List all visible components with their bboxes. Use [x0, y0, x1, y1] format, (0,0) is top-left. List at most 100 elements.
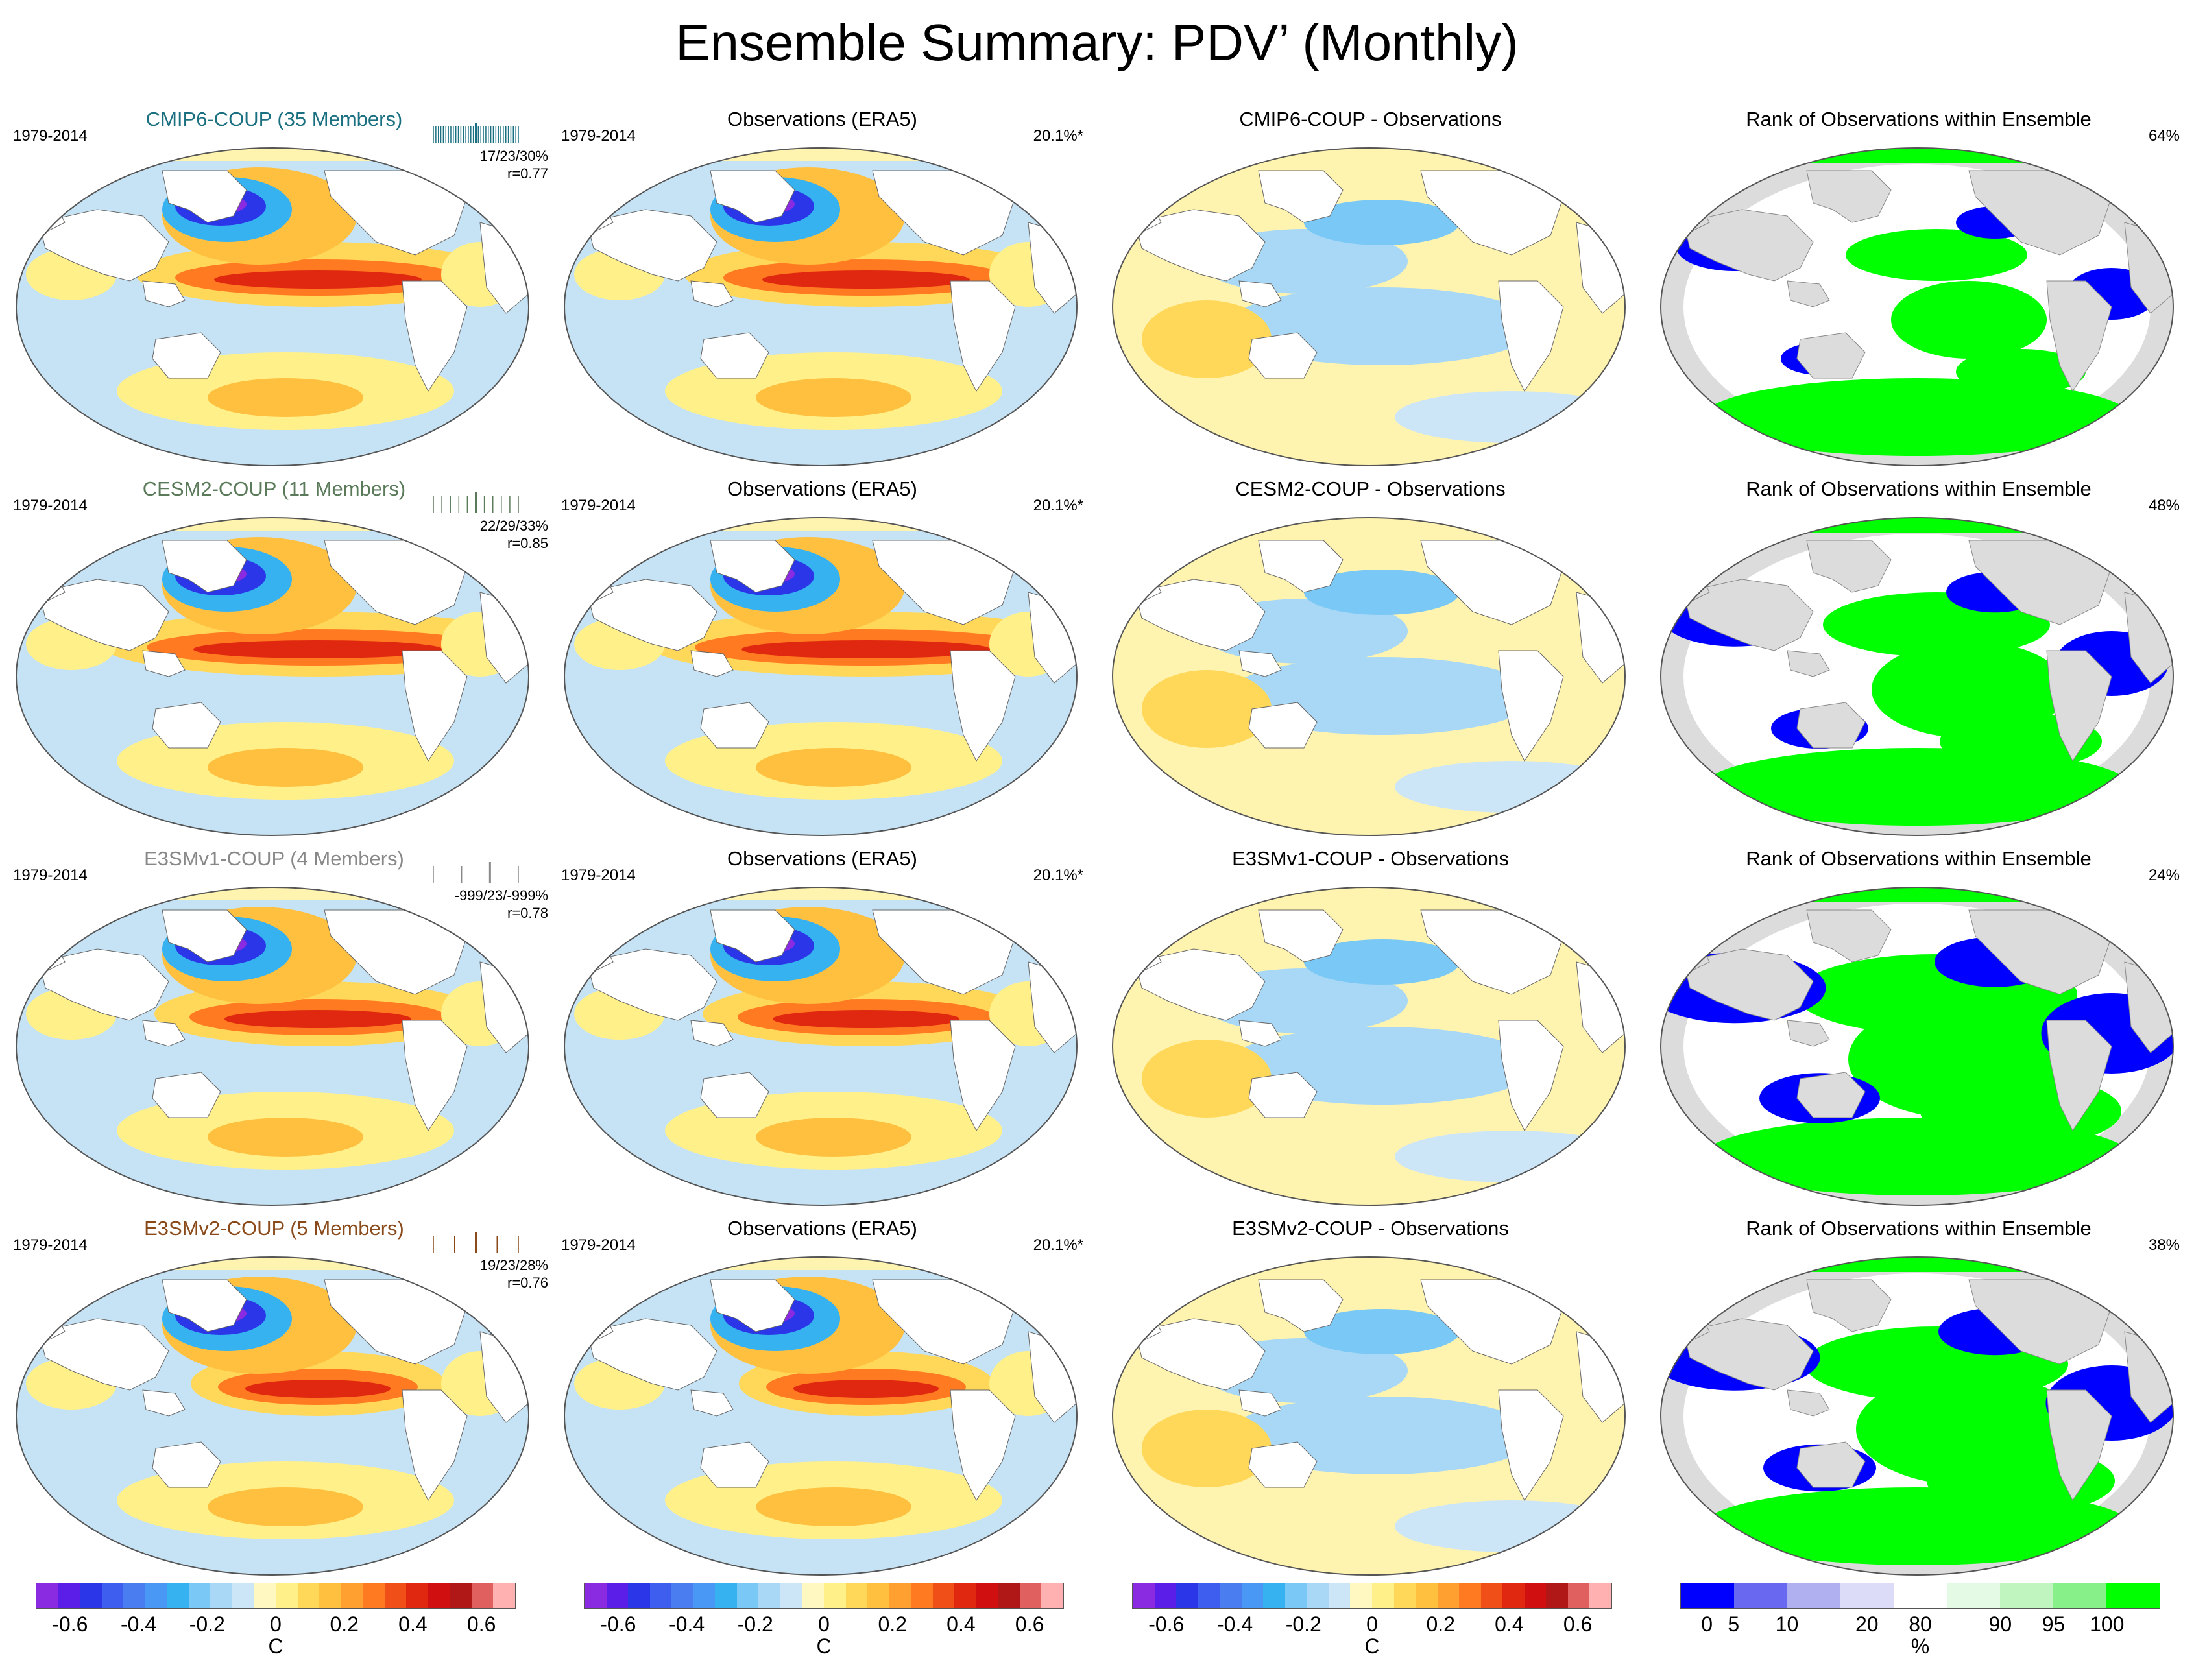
land: [586, 579, 717, 651]
map-container: [1658, 145, 2176, 469]
colorbar-swatch: [58, 1583, 80, 1608]
period-label: 1979-2014: [561, 127, 636, 145]
land: [1787, 1020, 1830, 1047]
land: [1498, 1389, 1564, 1501]
colorbar-swatch: [1350, 1583, 1373, 1608]
map-container: [13, 884, 532, 1208]
land: [402, 280, 468, 392]
map-container: [561, 514, 1080, 839]
map-container: [1658, 514, 2176, 839]
member-ticks: [428, 861, 525, 884]
colorbar-obs: -0.6 -0.4 -0.2 0 0.2 0.4 0.6 C: [584, 1583, 1064, 1658]
colorbar-swatch: [1372, 1583, 1394, 1608]
model-map: [16, 147, 529, 466]
land: [162, 170, 247, 223]
land: [1238, 650, 1282, 677]
land: [1562, 176, 1616, 210]
rank-high-region: [1891, 281, 2047, 359]
land: [690, 280, 734, 307]
member-ticks: [428, 1230, 525, 1254]
colorbar-unit: C: [268, 1635, 283, 1658]
colorbar-swatch: [167, 1583, 189, 1608]
land: [1796, 1072, 1866, 1118]
obs-map: [564, 1256, 1078, 1576]
page-title: Ensemble Summary: PDV’ (Monthly): [675, 14, 1519, 71]
pattern-correlation: r=0.76: [507, 1275, 548, 1291]
map-container: [1658, 1254, 2176, 1578]
map-container: [561, 884, 1080, 1208]
map-border: [1660, 887, 2174, 1206]
colorbar-swatch: [1041, 1583, 1064, 1608]
anomaly-region: [773, 1010, 959, 1028]
land: [38, 209, 169, 282]
land: [1238, 280, 1282, 307]
colorbar-swatch: [80, 1583, 102, 1608]
anomaly-region: [1142, 1410, 1272, 1487]
colorbar-swatches: [584, 1583, 1064, 1609]
colorbar-swatch: [123, 1583, 145, 1608]
colorbar-swatch: [693, 1583, 716, 1608]
colorbar-swatch: [188, 1583, 211, 1608]
colorbar-tick-label: -0.6: [600, 1613, 636, 1636]
land: [1498, 280, 1564, 392]
map-border: [564, 1256, 1078, 1576]
colorbar-swatch: [341, 1583, 363, 1608]
map-border: [16, 147, 529, 466]
land: [710, 909, 795, 963]
land: [152, 1441, 221, 1488]
colorbar-swatch: [1734, 1583, 1787, 1608]
colorbar-swatch: [493, 1583, 516, 1608]
rank-high-region: [1846, 229, 2027, 281]
colorbar-swatch: [145, 1583, 167, 1608]
period-label: 1979-2014: [561, 867, 636, 884]
land: [700, 1441, 769, 1488]
land: [1562, 546, 1616, 580]
colorbar-tick-label: 80: [1909, 1613, 1932, 1636]
colorbar-swatch: [715, 1583, 737, 1608]
colorbar-tick-label: 0.6: [1563, 1613, 1593, 1636]
land: [162, 1279, 247, 1332]
colorbar-tick-label: -0.2: [1285, 1613, 1321, 1636]
pattern-correlation: r=0.85: [507, 535, 548, 551]
percent-label: 20.1%*: [1033, 497, 1083, 514]
anomaly-region: [1142, 670, 1272, 748]
panel-title: Rank of Observations within Ensemble: [1746, 1217, 2092, 1240]
land: [1135, 209, 1266, 282]
member-ticks: [428, 491, 525, 514]
colorbar-tick-label: 0.2: [330, 1613, 359, 1636]
land: [1498, 650, 1564, 762]
colorbar-swatch: [1502, 1583, 1525, 1608]
rank-map: [1660, 517, 2174, 836]
land: [700, 1072, 769, 1118]
panel-title: CESM2-COUP - Observations: [1235, 477, 1506, 500]
colorbar-swatch: [450, 1583, 472, 1608]
colorbar-swatch: [1840, 1583, 1894, 1608]
rank-map: [1660, 1256, 2174, 1576]
land: [710, 170, 795, 223]
land: [1014, 176, 1068, 210]
diff-panel: E3SMv1-COUP - Observations: [1096, 846, 1645, 1216]
colorbar-swatch: [758, 1583, 780, 1608]
anomaly-region: [1304, 570, 1460, 615]
period-label: 1979-2014: [561, 1236, 636, 1254]
land: [700, 332, 769, 379]
colorbar-swatch: [585, 1583, 607, 1608]
colorbar-tick-label: -0.6: [52, 1613, 88, 1636]
map-border: [1660, 517, 2174, 836]
colorbar-swatch: [911, 1583, 933, 1608]
colorbar-swatch: [1154, 1583, 1177, 1608]
panel-title: CMIP6-COUP - Observations: [1239, 108, 1502, 130]
land: [1796, 702, 1866, 749]
obs-panel: Observations (ERA5) 1979-2014 20.1%*: [548, 846, 1096, 1216]
map-border: [1660, 1256, 2174, 1576]
colorbar-tick-label: 95: [2042, 1613, 2066, 1636]
anomaly-region: [756, 1487, 911, 1526]
percent-label: 64%: [2148, 127, 2180, 145]
colorbar-swatch: [1589, 1583, 1612, 1608]
map-container: [561, 145, 1080, 469]
colorbar-tick-label: 90: [1988, 1613, 2012, 1636]
land: [1787, 1389, 1830, 1417]
map-border: [1660, 147, 2174, 466]
map-container: [1109, 514, 1628, 839]
panel-title: Observations (ERA5): [727, 847, 917, 870]
